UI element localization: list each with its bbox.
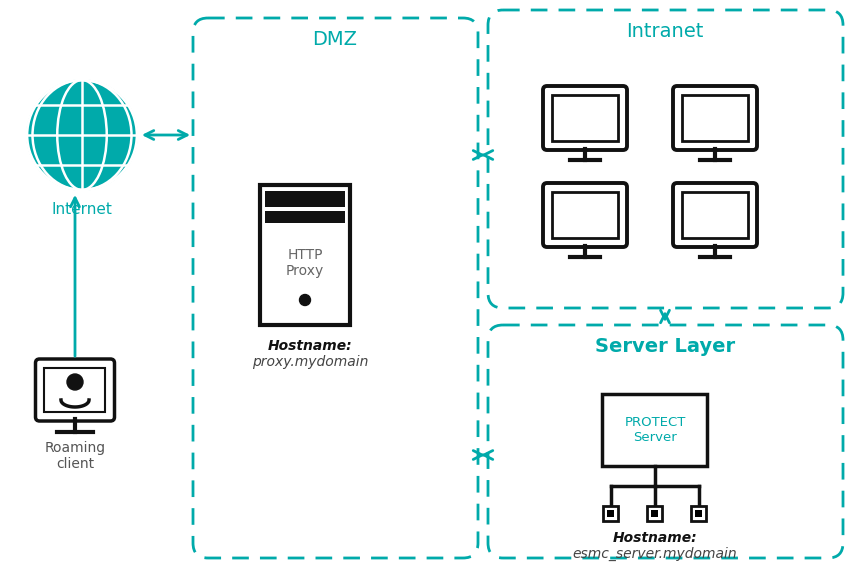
Bar [603, 506, 618, 521]
Text: Internet: Internet [51, 202, 112, 217]
FancyBboxPatch shape [36, 359, 114, 421]
Circle shape [27, 80, 137, 190]
Text: Hostname:: Hostname: [612, 531, 696, 545]
Bar [691, 506, 705, 521]
Text: proxy.mydomain: proxy.mydomain [251, 355, 368, 369]
Bar [551, 192, 618, 238]
Bar [551, 95, 618, 141]
Bar [682, 95, 747, 141]
Bar [651, 510, 658, 517]
Bar [647, 506, 662, 521]
Text: Server Layer: Server Layer [594, 337, 734, 356]
Bar [260, 185, 349, 325]
Bar [602, 394, 706, 466]
Circle shape [299, 294, 310, 305]
Text: Roaming
client: Roaming client [44, 441, 106, 471]
Bar [44, 368, 106, 412]
Bar [607, 510, 613, 517]
FancyBboxPatch shape [672, 183, 756, 247]
Bar [694, 510, 702, 517]
Text: Intranet: Intranet [625, 22, 703, 41]
FancyBboxPatch shape [543, 183, 626, 247]
FancyBboxPatch shape [543, 86, 626, 150]
Text: esmc_server.mydomain: esmc_server.mydomain [572, 547, 736, 561]
Bar [682, 192, 747, 238]
FancyBboxPatch shape [672, 86, 756, 150]
Bar [265, 211, 344, 223]
Circle shape [67, 374, 83, 390]
Text: Hostname:: Hostname: [268, 339, 352, 353]
Text: HTTP
Proxy: HTTP Proxy [285, 248, 324, 278]
Bar [265, 191, 344, 207]
Text: PROTECT
Server: PROTECT Server [624, 416, 685, 444]
Text: DMZ: DMZ [312, 30, 357, 49]
